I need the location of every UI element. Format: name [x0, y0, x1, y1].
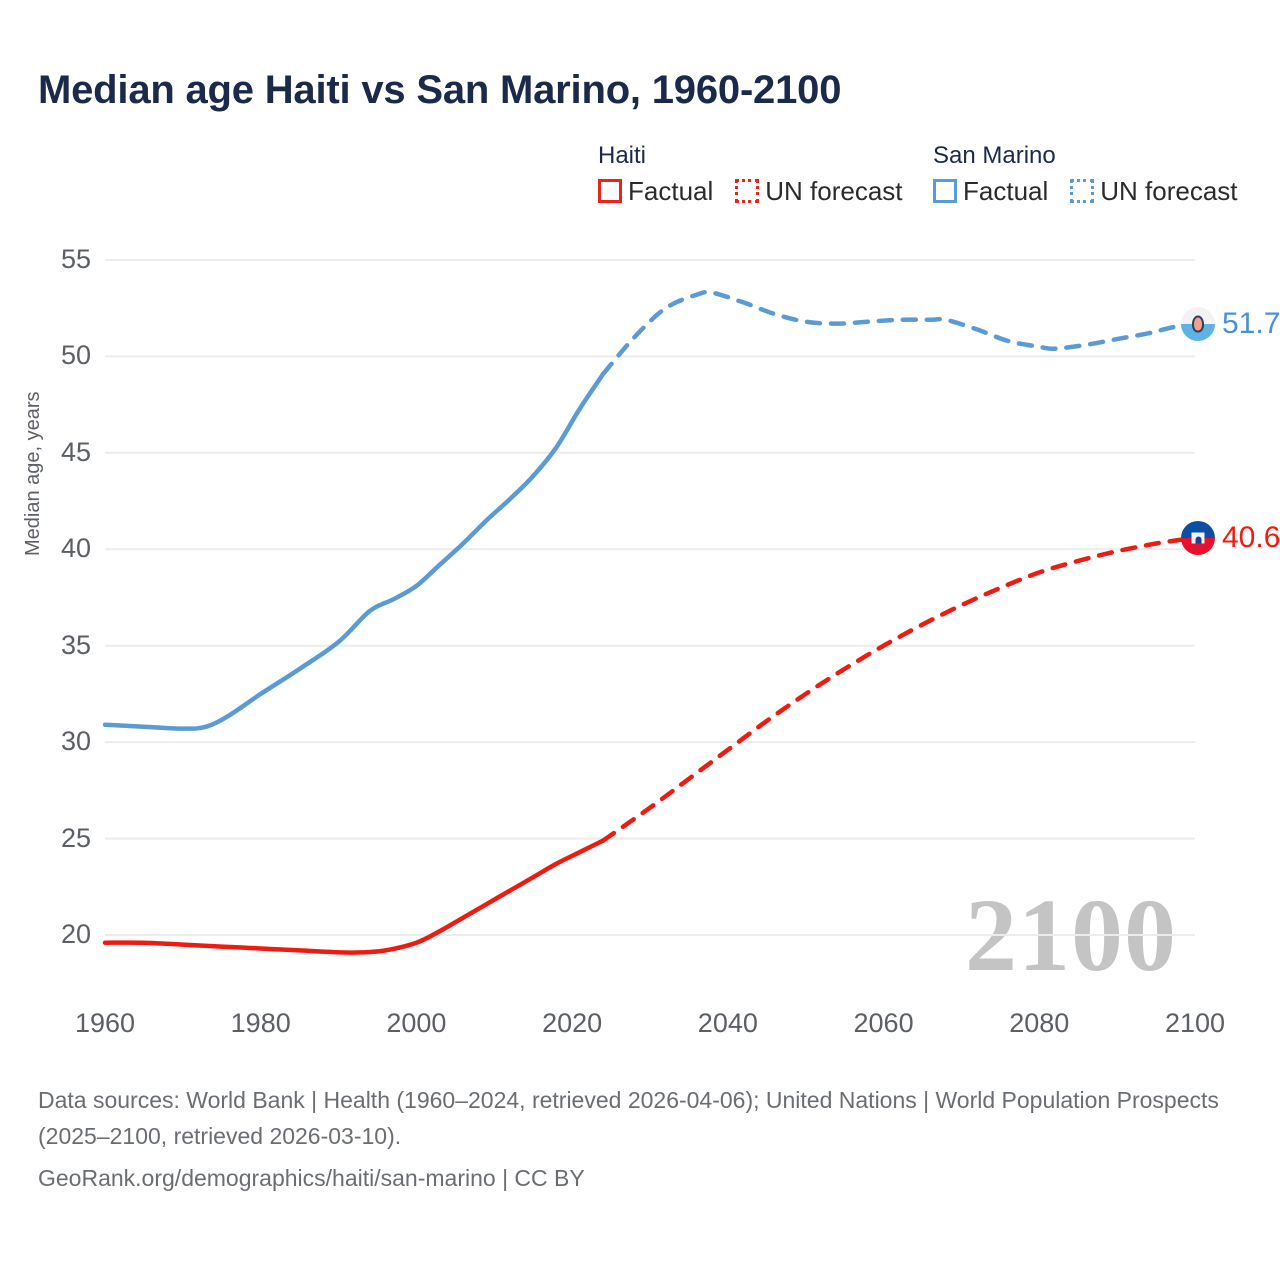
solid-square-outline-icon — [933, 179, 957, 203]
legend-item-haiti-forecast[interactable]: UN forecast — [735, 176, 903, 206]
page-title: Median age Haiti vs San Marino, 1960-210… — [38, 68, 842, 112]
series-lines — [102, 289, 1198, 955]
legend-group-san-marino: San Marino Factual UN forecast — [933, 142, 1238, 204]
x-tick-label: 2060 — [853, 1008, 914, 1038]
y-tick-label: 20 — [60, 919, 91, 949]
chart-svg — [102, 259, 1198, 955]
legend-label-san-marino-forecast: UN forecast — [1100, 176, 1238, 206]
san-marino-flag-icon — [1181, 306, 1215, 341]
y-tick-label: 30 — [60, 726, 91, 757]
chart-plot-area: Median age, years 2100 20 25 30 35 40 45 50 55 … — [0, 0, 1280, 1070]
endpoint-haiti[interactable]: 40.6 — [1181, 520, 1280, 555]
footer-url[interactable]: GeoRank.org/demographics/haiti/san-marin… — [38, 1165, 585, 1191]
legend-label-haiti-forecast: UN forecast — [765, 176, 903, 206]
endpoint-value-haiti: 40.6 — [1222, 520, 1280, 554]
legend-country-san-marino: San Marino — [933, 142, 1056, 169]
series-line-san-marino-forecast — [601, 289, 1198, 377]
legend-group-haiti: Haiti Factual UN forecast — [598, 142, 903, 204]
dotted-square-outline-icon — [735, 179, 760, 203]
x-tick-label: 2020 — [542, 1008, 603, 1038]
x-tick-label: 2000 — [386, 1008, 447, 1038]
footer-data-sources: Data sources: World Bank | Health (1960–… — [38, 1087, 1219, 1149]
y-tick-label: 40 — [60, 533, 91, 564]
legend-label-haiti-factual: Factual — [628, 176, 714, 206]
legend-item-san-marino-factual[interactable]: Factual — [933, 178, 1048, 204]
legend-item-haiti-factual[interactable]: Factual — [598, 178, 713, 204]
legend-label-san-marino-factual: Factual — [963, 176, 1049, 206]
legend-item-san-marino-forecast[interactable]: UN forecast — [1070, 176, 1238, 206]
solid-square-outline-icon — [598, 179, 622, 203]
y-tick-label: 55 — [60, 244, 91, 274]
y-tick-label: 25 — [60, 822, 91, 853]
series-line-san-marino-factual — [102, 371, 606, 731]
gridlines — [105, 259, 1195, 936]
x-tick-label: 1980 — [230, 1008, 291, 1038]
x-tick-label: 2080 — [1009, 1008, 1070, 1038]
haiti-flag-icon — [1181, 520, 1215, 555]
y-tick-label: 35 — [60, 629, 91, 660]
x-tick-label: 2040 — [697, 1008, 758, 1038]
x-tick-label: 1960 — [74, 1008, 136, 1038]
series-line-haiti-factual — [102, 838, 606, 955]
y-tick-label: 45 — [60, 436, 91, 467]
endpoint-san-marino[interactable]: 51.7 — [1181, 306, 1280, 341]
y-tick-label: 50 — [60, 340, 91, 371]
chart-legend: Haiti Factual UN forecast San Marino Fac… — [598, 142, 1258, 224]
x-tick-label: 2100 — [1164, 1008, 1226, 1038]
dotted-square-outline-icon — [1070, 179, 1095, 203]
series-line-haiti-forecast — [601, 535, 1198, 843]
endpoint-value-san-marino: 51.7 — [1222, 306, 1280, 340]
legend-country-haiti: Haiti — [598, 142, 647, 169]
footer: Data sources: World Bank | Health (1960–… — [38, 1082, 1238, 1196]
